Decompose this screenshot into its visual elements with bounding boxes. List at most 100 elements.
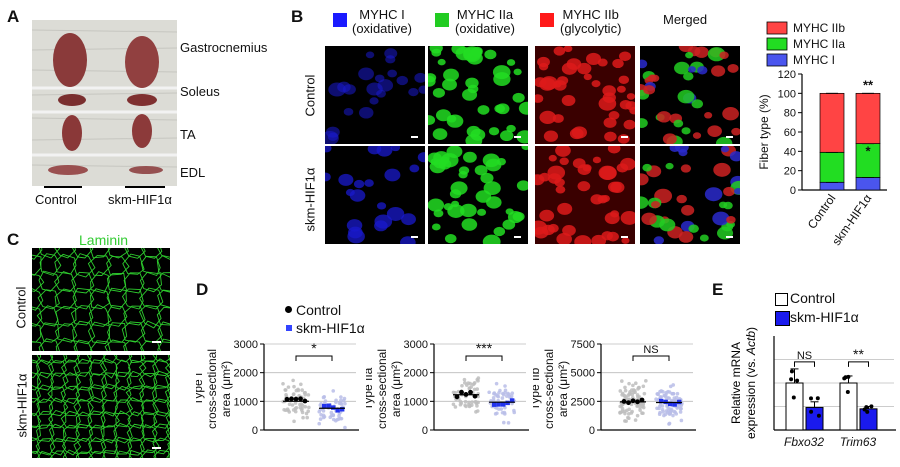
group-label-hif: skm-HIF1α <box>108 192 172 207</box>
data-point <box>633 418 638 422</box>
y-tick-label: 3000 <box>404 339 428 351</box>
bar-segment <box>819 151 845 183</box>
scale-bar <box>726 236 733 238</box>
column-header-myhc-iia: MYHC IIa (oxidative) <box>455 7 515 36</box>
data-point <box>623 388 628 393</box>
legend-swatch-myhc-iia <box>435 13 449 27</box>
panel-label-e: E <box>712 280 724 299</box>
data-point <box>331 417 336 422</box>
data-point <box>635 393 640 397</box>
legend-dot-control <box>285 306 292 313</box>
legend-label-hif: skm-HIF1α <box>790 309 859 325</box>
y-tick-label: 2500 <box>571 396 595 408</box>
data-point <box>293 409 298 414</box>
data-point <box>629 411 634 415</box>
data-point <box>671 413 675 418</box>
legend-label-control: Control <box>296 302 342 318</box>
fluorescence-tile <box>325 146 425 244</box>
data-point <box>286 385 291 389</box>
y-axis-label: Relative mRNA <box>729 342 743 424</box>
data-point <box>464 404 468 409</box>
data-point <box>662 393 667 398</box>
data-point <box>626 397 630 402</box>
animal-mean-point <box>505 400 510 406</box>
data-point <box>667 422 671 426</box>
legend-label-control: Control <box>790 290 836 306</box>
data-point <box>497 407 501 411</box>
data-point <box>641 411 645 416</box>
muscle-label-edl: EDL <box>180 165 206 180</box>
data-point <box>503 388 508 393</box>
data-point <box>290 403 295 407</box>
legend-swatch-hif <box>775 311 790 326</box>
data-point <box>321 415 326 420</box>
data-point <box>301 415 305 420</box>
data-point <box>627 381 631 386</box>
animal-mean-point <box>331 405 336 410</box>
y-axis-label: Type IIa <box>366 367 375 410</box>
legend-swatch <box>766 21 788 35</box>
data-point <box>789 377 794 382</box>
data-point <box>300 388 304 392</box>
panel-label-b: B <box>291 7 304 26</box>
animal-mean-point <box>454 394 460 400</box>
group-bar-hif <box>125 186 165 188</box>
animal-mean-point <box>468 389 473 395</box>
data-point <box>343 401 347 406</box>
group-bar-control <box>44 186 82 188</box>
data-point <box>658 395 663 399</box>
animal-mean-point <box>668 401 673 407</box>
data-point <box>816 413 821 418</box>
y-tick-label: 100 <box>778 88 796 100</box>
animal-mean-point <box>293 396 299 402</box>
data-point <box>644 379 648 383</box>
data-point <box>635 413 640 418</box>
data-point <box>322 395 327 399</box>
bar <box>859 408 878 431</box>
y-tick-label: 120 <box>778 69 796 81</box>
significance-marker: ** <box>863 77 874 92</box>
data-point <box>306 409 311 414</box>
data-point <box>627 407 631 412</box>
y-axis-label: Fiber type (%) <box>757 94 771 169</box>
data-point <box>292 419 296 424</box>
data-point <box>789 369 794 374</box>
data-point <box>307 405 311 410</box>
significance-marker: * <box>311 340 317 356</box>
laminin-image-hif <box>32 355 170 458</box>
bar-segment <box>819 181 845 191</box>
data-point <box>462 377 467 382</box>
data-point <box>623 385 627 390</box>
data-point <box>282 408 286 412</box>
animal-mean-point <box>298 396 303 402</box>
data-point <box>453 390 458 395</box>
data-point <box>659 389 664 393</box>
data-point <box>865 409 870 414</box>
data-point <box>668 384 673 389</box>
legend-swatch-control <box>775 293 788 306</box>
data-point <box>468 403 472 408</box>
data-point <box>453 405 458 409</box>
data-point <box>501 420 506 425</box>
muscle-label-soleus: Soleus <box>180 84 220 99</box>
data-point <box>283 388 288 392</box>
data-point <box>678 410 683 414</box>
bar <box>839 382 858 431</box>
significance-marker: ** <box>853 346 864 362</box>
data-point <box>618 389 623 393</box>
data-point <box>503 384 507 388</box>
data-point <box>846 374 851 379</box>
y-tick-label: 0 <box>422 425 428 437</box>
fluorescence-tile <box>325 46 425 144</box>
animal-mean-point <box>672 402 677 407</box>
data-point <box>620 393 624 397</box>
data-point <box>667 396 672 401</box>
fluorescence-tile <box>428 46 528 144</box>
y-tick-label: 40 <box>784 146 796 158</box>
muscle-photo <box>31 20 178 186</box>
data-point <box>623 411 627 416</box>
data-point <box>507 392 511 397</box>
legend-swatch-myhc-i <box>333 13 347 27</box>
data-point <box>451 402 456 407</box>
